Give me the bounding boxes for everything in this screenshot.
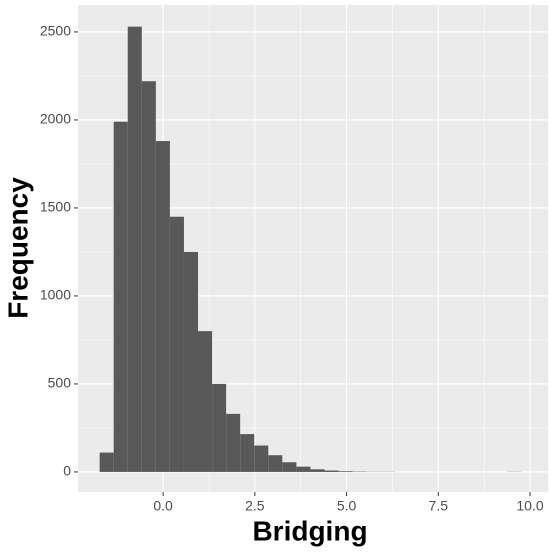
bar [169,216,184,472]
y-tick-label: 2000 [40,111,71,127]
bar [338,471,353,472]
bar [155,141,170,472]
x-tick-label: 5.0 [337,498,357,514]
y-tick-label: 1500 [40,199,71,215]
bar [183,251,199,472]
bar [212,383,227,472]
bar [226,413,241,472]
y-axis-title: Frequency [2,177,33,319]
y-tick-label: 2500 [40,23,71,39]
y-tick-label: 1000 [40,287,71,303]
x-tick-label: 0.0 [153,498,173,514]
bar [310,469,325,472]
bar [141,81,156,472]
bar [240,434,255,472]
bar [282,462,297,472]
x-axis-title: Bridging [252,515,367,546]
bar [268,455,283,472]
bar [324,470,339,472]
bar [127,26,142,472]
bar [99,452,114,472]
bar [198,331,213,472]
x-tick-label: 10.0 [516,498,543,514]
bar [113,121,128,472]
x-tick-label: 2.5 [245,498,265,514]
y-tick-label: 0 [63,463,71,479]
x-tick-label: 7.5 [429,498,449,514]
y-tick-label: 500 [48,375,72,391]
bar [296,466,311,472]
bar [254,445,269,472]
